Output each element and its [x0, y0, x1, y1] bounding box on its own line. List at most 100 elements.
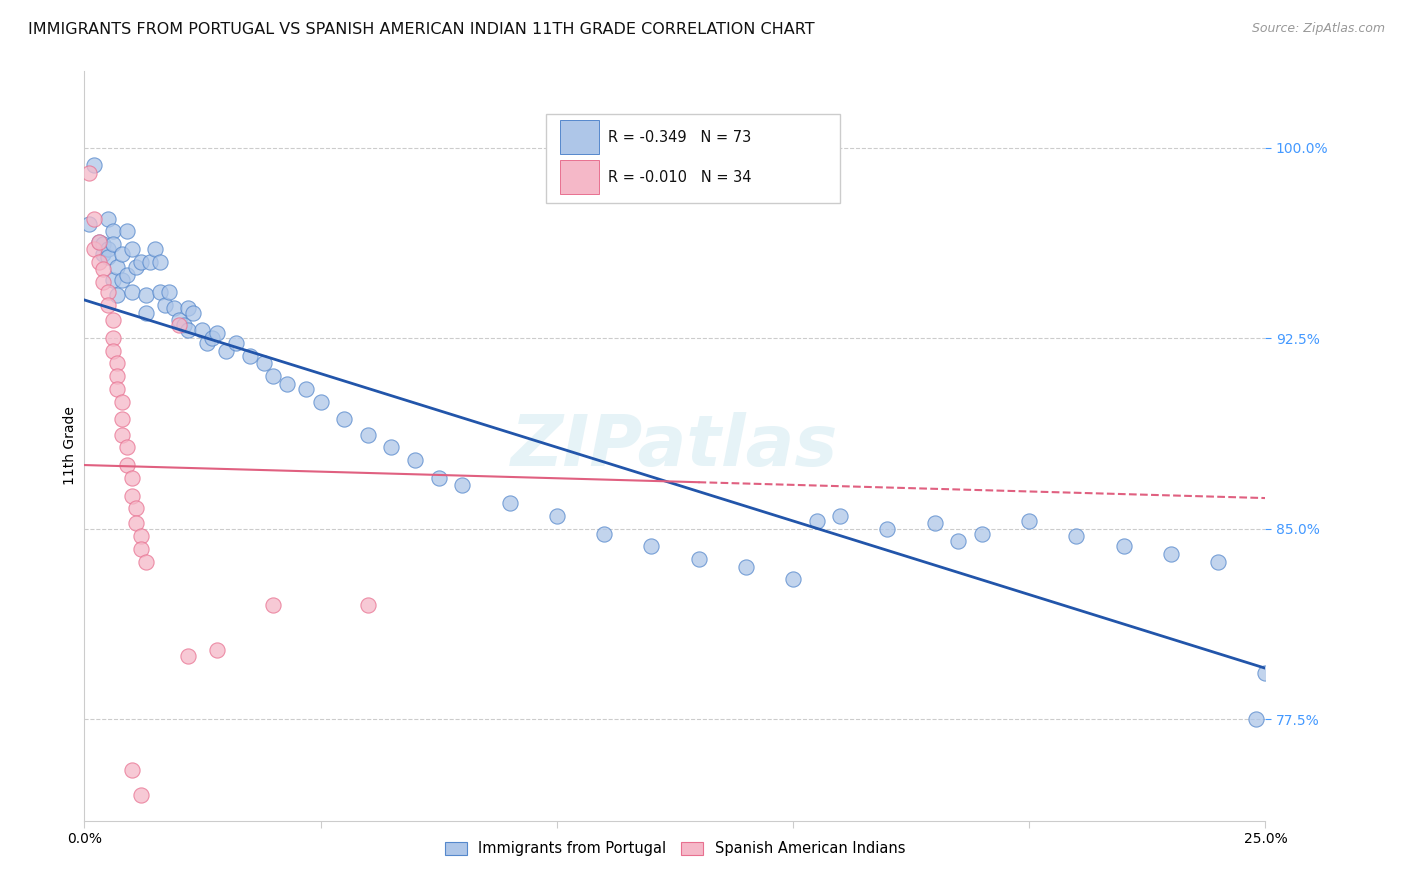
Text: Source: ZipAtlas.com: Source: ZipAtlas.com	[1251, 22, 1385, 36]
Point	[115, 440, 138, 454]
Point	[129, 789, 152, 803]
Legend: Immigrants from Portugal, Spanish American Indians: Immigrants from Portugal, Spanish Americ…	[439, 836, 911, 862]
Text: IMMIGRANTS FROM PORTUGAL VS SPANISH AMERICAN INDIAN 11TH GRADE CORRELATION CHART: IMMIGRANTS FROM PORTUGAL VS SPANISH AMER…	[28, 22, 814, 37]
Point	[91, 247, 114, 261]
Point	[143, 242, 166, 256]
Point	[253, 356, 276, 370]
Point	[77, 217, 100, 231]
Point	[546, 508, 568, 523]
Point	[333, 412, 356, 426]
Point	[205, 326, 228, 340]
Point	[129, 541, 152, 556]
Point	[1254, 666, 1277, 681]
Point	[83, 211, 105, 226]
Point	[357, 427, 380, 442]
Point	[427, 471, 450, 485]
Point	[167, 318, 190, 333]
Point	[125, 501, 148, 516]
Point	[163, 301, 186, 315]
Point	[101, 313, 124, 327]
Point	[97, 285, 120, 300]
Point	[1066, 529, 1088, 543]
Point	[1160, 547, 1182, 561]
Point	[948, 534, 970, 549]
Point	[830, 508, 852, 523]
Point	[451, 478, 474, 492]
Point	[380, 440, 402, 454]
Point	[149, 255, 172, 269]
Point	[357, 598, 380, 612]
Point	[115, 224, 138, 238]
Point	[276, 376, 298, 391]
Point	[101, 343, 124, 358]
Point	[135, 288, 157, 302]
Point	[101, 331, 124, 345]
Point	[135, 555, 157, 569]
Point	[593, 526, 616, 541]
Point	[149, 285, 172, 300]
Point	[139, 255, 162, 269]
Point	[87, 255, 110, 269]
Point	[107, 288, 129, 302]
Point	[107, 382, 129, 396]
Point	[191, 323, 214, 337]
Point	[97, 298, 120, 312]
Point	[115, 268, 138, 282]
Point	[640, 539, 662, 553]
Point	[201, 331, 224, 345]
FancyBboxPatch shape	[561, 120, 599, 154]
Point	[91, 275, 114, 289]
Point	[876, 522, 898, 536]
Point	[970, 526, 993, 541]
Point	[83, 242, 105, 256]
Point	[121, 763, 143, 777]
Point	[121, 285, 143, 300]
FancyBboxPatch shape	[561, 161, 599, 194]
Point	[215, 343, 238, 358]
Point	[97, 242, 120, 256]
Point	[97, 250, 120, 264]
Point	[135, 306, 157, 320]
Point	[177, 301, 200, 315]
Point	[181, 306, 204, 320]
Point	[924, 516, 946, 531]
Point	[262, 369, 284, 384]
Point	[806, 514, 828, 528]
Point	[87, 235, 110, 249]
Point	[91, 262, 114, 277]
Point	[404, 453, 426, 467]
Point	[177, 323, 200, 337]
Point	[111, 427, 134, 442]
Point	[177, 648, 200, 663]
Point	[121, 489, 143, 503]
Text: ZIPatlas: ZIPatlas	[512, 411, 838, 481]
Point	[167, 313, 190, 327]
Point	[1018, 514, 1040, 528]
Point	[262, 598, 284, 612]
Point	[1244, 712, 1267, 726]
Point	[115, 458, 138, 472]
Point	[309, 394, 332, 409]
Point	[77, 166, 100, 180]
Point	[111, 394, 134, 409]
Point	[125, 260, 148, 274]
Point	[239, 349, 262, 363]
Point	[129, 529, 152, 543]
Point	[498, 496, 520, 510]
Text: R = -0.010   N = 34: R = -0.010 N = 34	[609, 169, 752, 185]
FancyBboxPatch shape	[546, 114, 841, 203]
Point	[91, 237, 114, 252]
Point	[1112, 539, 1135, 553]
Point	[1206, 555, 1229, 569]
Point	[107, 369, 129, 384]
Point	[125, 516, 148, 531]
Point	[205, 643, 228, 657]
Point	[87, 235, 110, 249]
Text: R = -0.349   N = 73: R = -0.349 N = 73	[609, 129, 752, 145]
Point	[195, 336, 218, 351]
Point	[173, 318, 195, 333]
Point	[101, 272, 124, 286]
Point	[111, 247, 134, 261]
Y-axis label: 11th Grade: 11th Grade	[63, 407, 77, 485]
Point	[157, 285, 180, 300]
